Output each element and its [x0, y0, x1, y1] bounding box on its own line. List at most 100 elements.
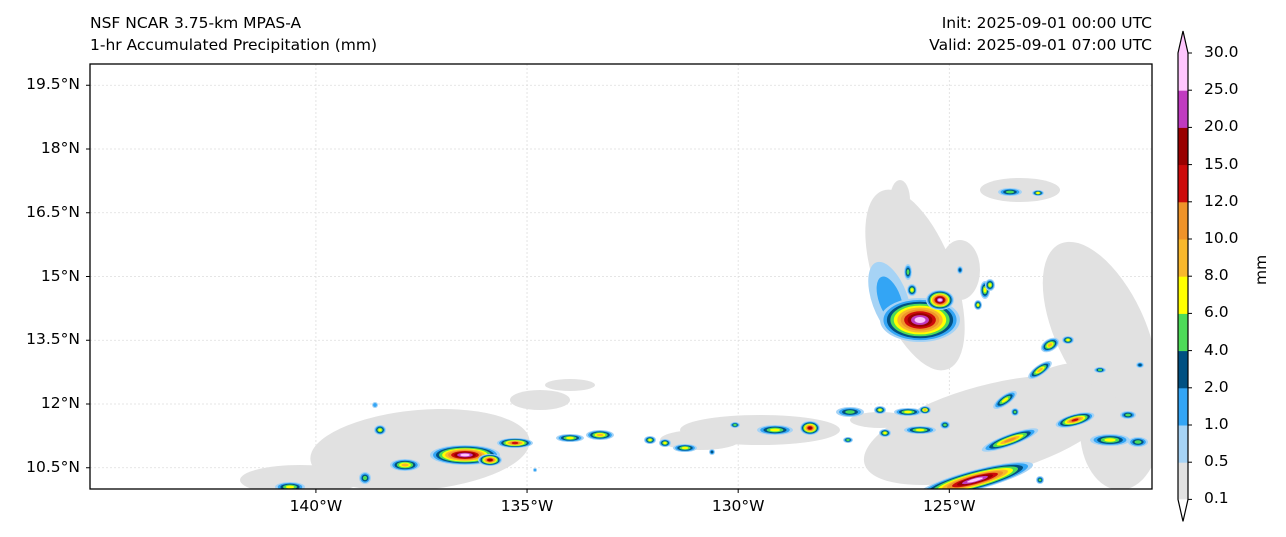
- colorbar-segment: [1178, 387, 1188, 426]
- colorbar-segment: [1178, 164, 1188, 203]
- lon-label: 125°W: [922, 497, 976, 515]
- precip-cell: [1134, 440, 1142, 444]
- colorbar-extend-min: [1178, 499, 1188, 522]
- colorbar: [1177, 30, 1192, 522]
- colorbar-label: 4.0: [1204, 340, 1229, 359]
- precip-cell: [378, 428, 382, 432]
- colorbar-label: 6.0: [1204, 303, 1229, 322]
- precip-cell: [401, 463, 409, 467]
- lat-label: 13.5°N: [26, 330, 80, 349]
- precip-cell: [906, 269, 910, 275]
- precip-cell: [966, 477, 984, 483]
- precip-cell: [1001, 397, 1009, 403]
- colorbar-segment: [1178, 127, 1188, 166]
- precip-area-light: [545, 379, 595, 391]
- precip-cell: [808, 426, 812, 430]
- colorbar-label: 20.0: [1204, 117, 1239, 136]
- precip-cell: [596, 433, 604, 437]
- lon-label: 130°W: [711, 497, 765, 515]
- precip-cell: [488, 458, 492, 462]
- precip-cell: [943, 423, 947, 427]
- precip-cell: [846, 438, 850, 442]
- colorbar-label: 0.1: [1204, 489, 1229, 508]
- colorbar-label: 12.0: [1204, 191, 1239, 210]
- colorbar-segment: [1178, 462, 1188, 500]
- colorbar-label: 30.0: [1204, 43, 1239, 61]
- colorbar-segment: [1178, 90, 1188, 128]
- lat-label: 12°N: [40, 394, 80, 412]
- precip-cell: [533, 468, 537, 472]
- precip-cell: [1066, 338, 1070, 342]
- precip-cell: [983, 287, 987, 293]
- precip-cell: [1013, 410, 1017, 414]
- title-model: NSF NCAR 3.75-km MPAS-A: [90, 14, 302, 32]
- precip-area-light: [986, 363, 1094, 437]
- precip-area-light: [850, 412, 910, 428]
- precip-cell: [566, 436, 574, 440]
- colorbar-segment: [1178, 239, 1188, 277]
- lat-label: 10.5°N: [26, 457, 80, 476]
- lat-label: 18°N: [40, 139, 80, 157]
- precip-area-light: [510, 390, 570, 410]
- colorbar-segment: [1178, 276, 1188, 314]
- precip-cell: [373, 403, 377, 407]
- colorbar-label: 25.0: [1204, 80, 1239, 99]
- colorbar-segment: [1178, 350, 1188, 389]
- colorbar-label: 2.0: [1204, 377, 1229, 396]
- precip-cell: [710, 450, 714, 454]
- precip-area-light: [890, 180, 910, 220]
- colorbar-segment: [1178, 201, 1188, 240]
- precip-cell: [648, 438, 652, 442]
- precip-cell: [362, 475, 368, 481]
- map-frame: [89, 63, 1153, 490]
- precip-cell: [1036, 191, 1040, 195]
- precip-cell: [915, 428, 925, 432]
- colorbar-unit: mm: [1252, 254, 1270, 285]
- precip-cell: [1097, 368, 1103, 372]
- precip-cell: [1071, 418, 1079, 422]
- colorbar-label: 15.0: [1204, 154, 1239, 173]
- precip-cell: [883, 431, 887, 435]
- valid-time: Valid: 2025-09-01 07:00 UTC: [929, 36, 1152, 54]
- colorbar-segment: [1178, 313, 1188, 352]
- precip-cell: [733, 423, 737, 427]
- colorbar-label: 8.0: [1204, 266, 1229, 285]
- colorbar-extend-max: [1178, 31, 1188, 53]
- precip-cell: [958, 268, 962, 272]
- colorbar-label: 0.5: [1204, 452, 1229, 471]
- precip-cell: [1004, 437, 1016, 443]
- precip-cell: [1125, 413, 1131, 417]
- precip-cell: [845, 410, 855, 414]
- precip-cell: [923, 408, 927, 412]
- precip-cell: [1047, 343, 1053, 347]
- lat-label: 16.5°N: [26, 202, 80, 221]
- precip-cell: [976, 303, 980, 307]
- precip-cell: [904, 410, 912, 414]
- precip-cell: [1037, 367, 1043, 373]
- precip-area-light: [660, 430, 740, 450]
- precipitation-field: [240, 178, 1152, 489]
- colorbar-label: 10.0: [1204, 229, 1239, 247]
- title-field: 1-hr Accumulated Precipitation (mm): [90, 36, 377, 54]
- lat-label: 15°N: [40, 266, 80, 285]
- precip-area-light: [310, 409, 530, 489]
- precip-cell: [769, 428, 781, 432]
- precip-area-light: [240, 465, 360, 489]
- precip-cell: [1005, 190, 1015, 194]
- precip-cell: [1038, 478, 1042, 482]
- lat-label: 19.5°N: [26, 75, 80, 94]
- precip-cell: [910, 288, 914, 292]
- init-time: Init: 2025-09-01 00:00 UTC: [941, 14, 1152, 32]
- precip-cell: [1104, 438, 1116, 442]
- precip-cell: [938, 298, 942, 302]
- colorbar-label: 1.0: [1204, 415, 1229, 433]
- colorbar-segment: [1178, 425, 1188, 463]
- precip-cell: [1138, 363, 1142, 367]
- lon-label: 140°W: [289, 497, 343, 515]
- colorbar-segment: [1178, 53, 1188, 91]
- precip-cell: [511, 441, 519, 445]
- precip-cell: [285, 485, 295, 489]
- lon-label: 135°W: [500, 497, 554, 515]
- precip-cell: [988, 283, 992, 287]
- precip-cell: [460, 453, 470, 457]
